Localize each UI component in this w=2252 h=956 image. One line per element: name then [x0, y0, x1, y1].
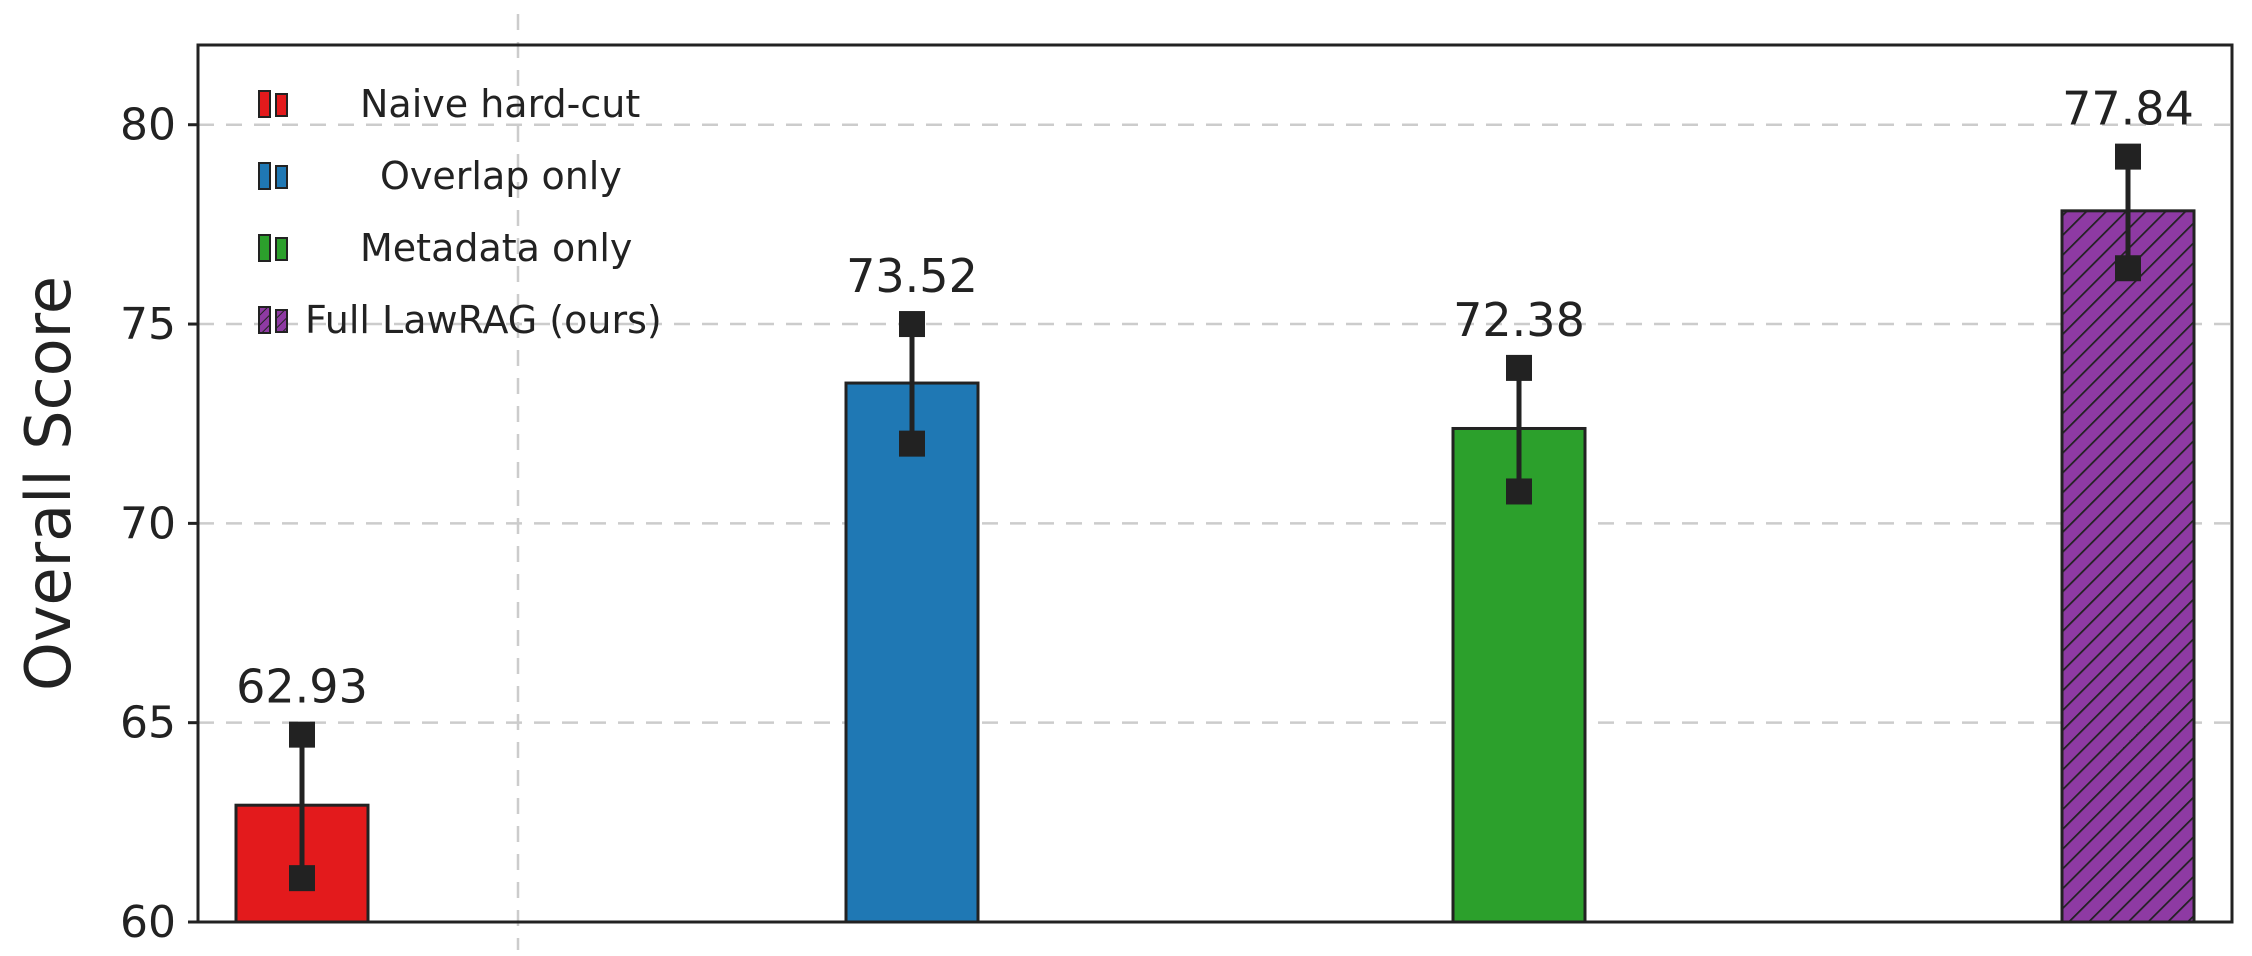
legend-swatch — [258, 306, 288, 334]
bar — [844, 381, 980, 924]
bar — [1451, 426, 1587, 924]
error-cap-high — [899, 311, 925, 338]
data-label: 62.93 — [236, 660, 368, 714]
error-cap-low — [1506, 478, 1532, 505]
error-cap-high — [289, 721, 315, 748]
legend-label: Metadata only — [360, 226, 632, 270]
plot-frame — [196, 43, 2234, 924]
data-label: 72.38 — [1453, 293, 1585, 347]
data-label: 73.52 — [846, 249, 978, 303]
error-cap-low — [899, 430, 925, 457]
grid-lines — [198, 14, 2232, 950]
legend-swatch — [258, 90, 288, 118]
legend-label: Overlap only — [380, 154, 622, 198]
y-tick-label: 75 — [120, 299, 176, 350]
value-labels: 62.93 73.52 72.38 77.84 — [236, 82, 2194, 714]
y-tick-label: 65 — [120, 698, 176, 749]
y-axis-ticks: 60 65 70 75 80 — [120, 100, 198, 948]
legend-label: Full LawRAG (ours) — [305, 298, 662, 342]
legend-swatch — [258, 234, 288, 262]
error-cap-high — [1506, 354, 1532, 381]
bar — [2060, 209, 2196, 924]
error-cap-low — [2115, 255, 2141, 282]
y-tick-label: 70 — [120, 498, 176, 549]
y-axis-label: Overall Score — [12, 276, 85, 691]
y-tick-label: 60 — [120, 897, 176, 948]
error-cap-high — [2115, 143, 2141, 170]
legend-label: Naive hard-cut — [360, 82, 640, 126]
legend-swatch — [258, 162, 288, 190]
y-tick-label: 80 — [120, 100, 176, 151]
error-cap-low — [289, 865, 315, 892]
data-label: 77.84 — [2062, 82, 2194, 136]
error-bars — [289, 143, 2141, 892]
legend: Naive hard-cut Overlap only Metadata only F… — [258, 82, 662, 342]
